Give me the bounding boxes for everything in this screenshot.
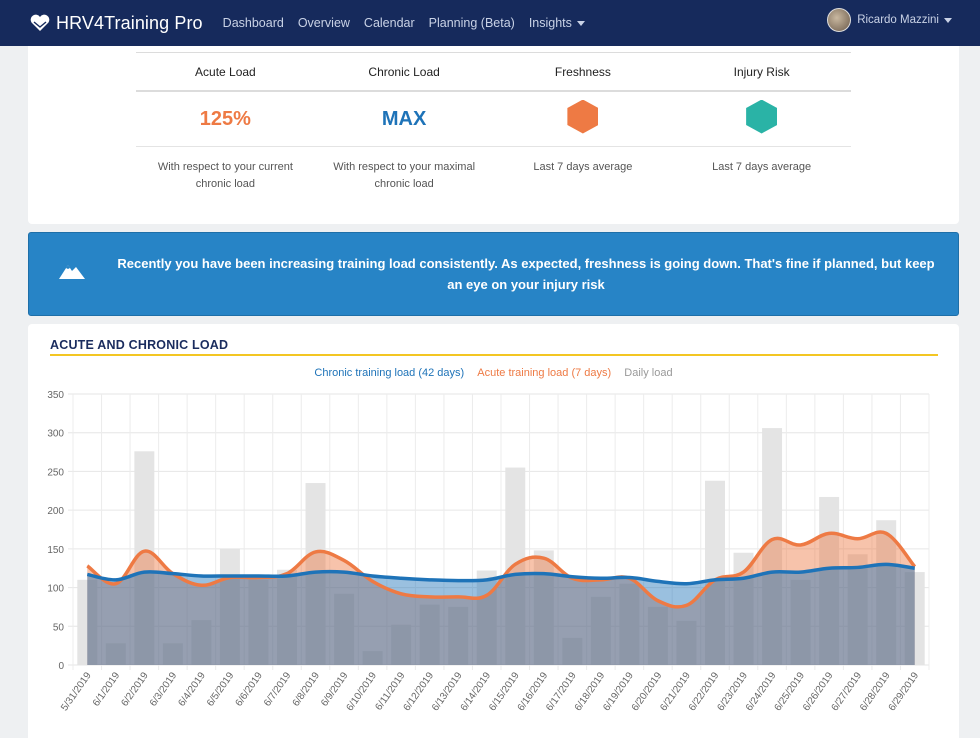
daily-load-bar <box>476 570 497 665</box>
daily-load-bar <box>562 637 583 665</box>
daily-load-bar <box>305 483 326 665</box>
chart-legend: Chronic training load (42 days) Acute tr… <box>28 367 959 379</box>
y-tick-label: 150 <box>47 545 64 556</box>
daily-load-bar <box>277 569 297 665</box>
header-chronic-load: Chronic Load <box>368 64 440 79</box>
y-tick-label: 50 <box>53 622 65 633</box>
chevron-down-icon <box>944 17 952 23</box>
insight-alert: Recently you have been increasing traini… <box>28 232 959 316</box>
injury-risk-hexagon-icon <box>746 99 778 134</box>
y-tick-label: 200 <box>47 506 64 517</box>
header-injury-risk: Injury Risk <box>733 64 790 79</box>
legend-chronic-load[interactable]: Chronic training load (42 days) <box>314 367 465 379</box>
legend-daily-load[interactable]: Daily load <box>624 367 673 379</box>
load-summary-table: Acute Load Chronic Load Freshness Injury… <box>136 52 851 193</box>
next-card-edge <box>28 730 959 738</box>
injury-risk-description: Last 7 days average <box>712 161 812 173</box>
legend-acute-load[interactable]: Acute training load (7 days) <box>477 367 612 379</box>
daily-load-bar <box>77 579 98 665</box>
summary-description-row: With respect to your current chronic loa… <box>136 147 851 193</box>
daily-load-bar <box>162 643 183 665</box>
x-tick-label: 6/2/2019 <box>119 670 151 709</box>
mountain-icon <box>59 265 85 279</box>
daily-load-bar <box>105 643 126 665</box>
daily-load-bar <box>419 604 440 665</box>
nav-insights-dropdown[interactable]: Insights <box>529 16 585 30</box>
alert-message: Recently you have been increasing traini… <box>117 256 935 292</box>
header-acute-load: Acute Load <box>195 64 256 79</box>
acute-chronic-chart-card: ACUTE AND CHRONIC LOAD Chronic training … <box>28 324 959 738</box>
daily-load-bar <box>391 624 412 665</box>
y-tick-label: 300 <box>47 429 64 440</box>
x-tick-label: 6/9/2019 <box>319 670 351 709</box>
nav-insights-label: Insights <box>528 16 572 30</box>
daily-load-bar <box>533 550 554 665</box>
y-tick-label: 100 <box>47 584 64 595</box>
daily-load-bar <box>733 552 754 665</box>
acute-load-description: With respect to your current chronic loa… <box>157 161 293 190</box>
x-tick-label: 5/31/2019 <box>59 670 94 713</box>
chronic-load-description: With respect to your maximal chronic loa… <box>333 161 476 190</box>
x-tick-label: 6/3/2019 <box>148 670 180 709</box>
y-tick-label: 250 <box>47 467 64 478</box>
daily-load-bar <box>676 620 697 665</box>
acute-chronic-chart: 0501001502002503003505/31/20196/1/20196/… <box>47 390 930 713</box>
chevron-down-icon <box>576 21 585 27</box>
daily-load-bar <box>847 554 868 665</box>
brand[interactable]: HRV4Training Pro <box>30 13 203 34</box>
brand-name: HRV4Training Pro <box>56 12 203 33</box>
nav-dashboard[interactable]: Dashboard <box>222 16 284 30</box>
summary-value-row: 125% MAX <box>136 92 851 147</box>
freshness-description: Last 7 days average <box>533 161 633 173</box>
nav-calendar[interactable]: Calendar <box>363 16 415 30</box>
y-tick-label: 350 <box>47 390 64 401</box>
acute-load-value: 125% <box>199 107 251 130</box>
daily-load-bar <box>248 579 269 665</box>
summary-header-row: Acute Load Chronic Load Freshness Injury… <box>136 52 851 92</box>
daily-load-bar <box>191 620 212 665</box>
avatar <box>827 8 852 32</box>
nav-overview[interactable]: Overview <box>297 16 350 30</box>
y-tick-label: 0 <box>58 661 64 672</box>
x-tick-label: 6/7/2019 <box>262 670 294 709</box>
user-name: Ricardo Mazzini <box>857 14 939 26</box>
daily-load-bar <box>790 579 811 665</box>
chart-title: ACUTE AND CHRONIC LOAD <box>50 338 229 352</box>
nav-planning[interactable]: Planning (Beta) <box>428 16 515 30</box>
heart-logo-icon <box>30 14 50 31</box>
x-tick-label: 6/5/2019 <box>205 670 237 709</box>
x-tick-label: 6/4/2019 <box>177 670 209 709</box>
acute-load-area <box>87 532 915 665</box>
user-menu[interactable]: Ricardo Mazzini <box>827 8 952 32</box>
header-freshness: Freshness <box>554 64 611 79</box>
x-tick-label: 6/6/2019 <box>234 670 266 709</box>
load-summary-card: Acute Load Chronic Load Freshness Injury… <box>28 46 959 224</box>
daily-load-bar <box>904 572 925 665</box>
chronic-load-area <box>87 564 915 665</box>
daily-load-bar <box>362 651 383 665</box>
daily-load-bar <box>334 593 355 665</box>
daily-load-bar <box>876 520 897 665</box>
nav-links: Dashboard Overview Calendar Planning (Be… <box>223 16 599 30</box>
x-tick-label: 6/1/2019 <box>91 670 123 709</box>
daily-load-bar <box>762 428 783 665</box>
acute-load-line <box>86 530 917 609</box>
daily-load-bar <box>448 606 469 665</box>
chart-title-underline <box>50 354 938 356</box>
x-tick-label: 6/8/2019 <box>291 670 323 709</box>
daily-load-bar <box>619 583 640 665</box>
chronic-load-value: MAX <box>381 107 427 130</box>
daily-load-bar <box>647 606 668 665</box>
freshness-hexagon-icon <box>567 99 599 134</box>
daily-load-bar <box>134 451 155 665</box>
daily-load-bar <box>819 496 840 665</box>
daily-load-bar <box>590 596 611 665</box>
daily-load-bar <box>705 480 725 665</box>
top-navbar: HRV4Training Pro Dashboard Overview Cale… <box>0 0 980 46</box>
chronic-load-line <box>86 562 915 586</box>
